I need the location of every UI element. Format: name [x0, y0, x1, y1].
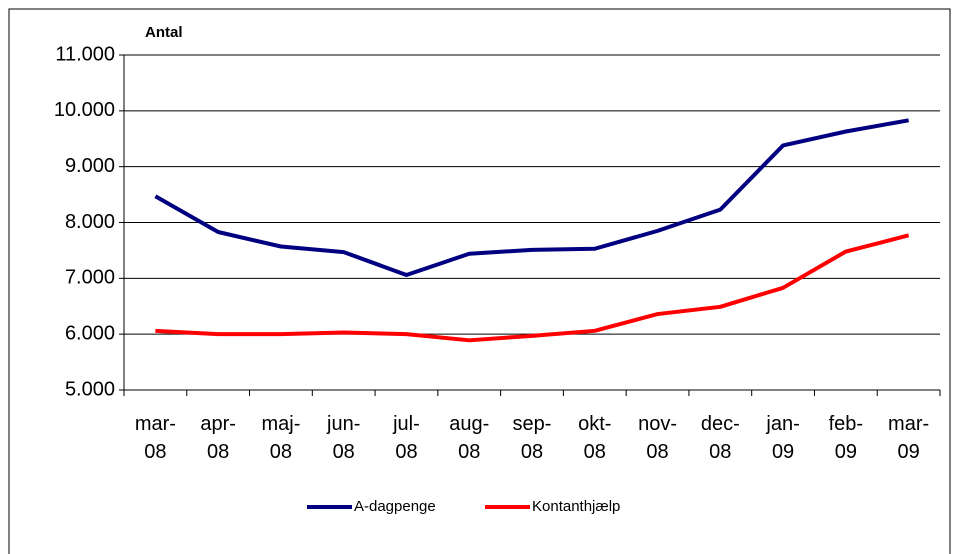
- legend-label: A-dagpenge: [354, 498, 436, 515]
- y-tick-label: 7.000: [65, 267, 115, 289]
- y-tick-label: 9.000: [65, 155, 115, 177]
- legend-label: Kontanthjælp: [532, 498, 620, 515]
- x-tick-label: mar-08: [134, 413, 176, 463]
- x-tick-label: sep-08: [512, 413, 552, 463]
- y-tick-label: 10.000: [54, 99, 115, 121]
- y-tick-label: 11.000: [55, 43, 115, 65]
- x-tick-label: maj-08: [261, 413, 301, 463]
- x-tick-label: apr-08: [200, 413, 236, 463]
- x-tick-label: nov-08: [638, 413, 677, 463]
- x-tick-label: feb-09: [828, 413, 864, 463]
- x-tick-label: mar-09: [888, 413, 930, 463]
- line-series: [154, 118, 909, 277]
- x-tick-label: aug-08: [449, 413, 490, 463]
- y-axis-label: Antal: [145, 24, 183, 41]
- x-tick-label: jun-08: [327, 413, 361, 463]
- y-tick-label: 8.000: [65, 211, 115, 233]
- chart-frame: [8, 8, 951, 554]
- x-tick-label: jul-08: [393, 413, 420, 463]
- x-tick-label: dec-08: [700, 413, 740, 463]
- x-tick-label: jan-09: [766, 413, 800, 463]
- y-tick-label: 6.000: [65, 322, 115, 344]
- x-tick-label: okt-08: [578, 413, 612, 463]
- y-tick-label: 5.000: [65, 378, 115, 400]
- line-series: [155, 233, 910, 343]
